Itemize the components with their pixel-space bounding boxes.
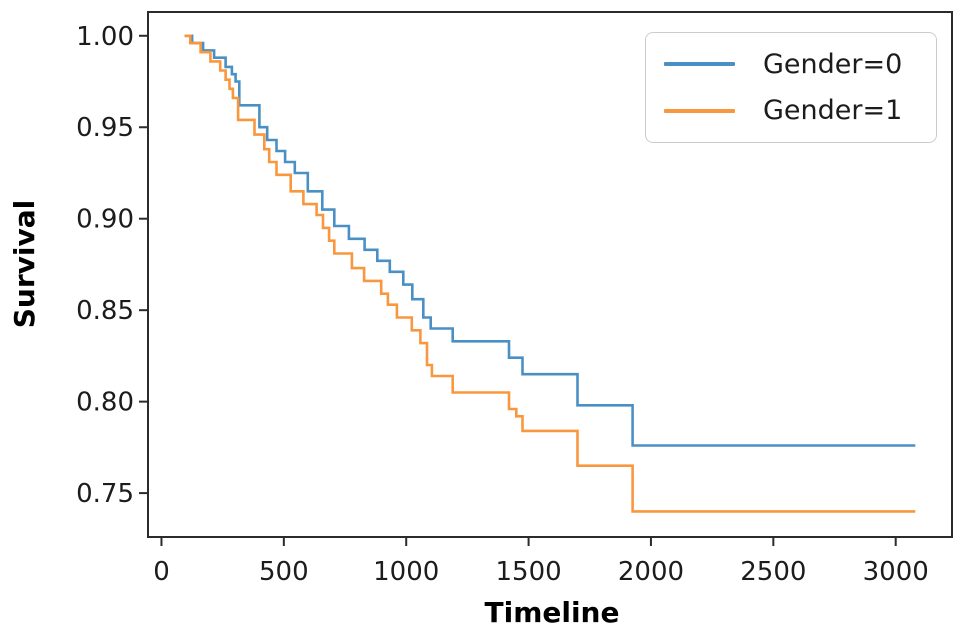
survival-curve-gender1 xyxy=(184,34,916,513)
gender1-line-swatch xyxy=(664,108,735,113)
survival-curve-gender0 xyxy=(184,34,916,447)
y-axis-label: Survival xyxy=(8,200,41,329)
y-tick-label: 0.75 xyxy=(76,479,134,509)
x-tick-label: 500 xyxy=(259,557,309,587)
y-tick-label: 0.90 xyxy=(76,205,134,235)
legend-item-gender1: Gender=1 xyxy=(664,95,918,126)
x-tick-label: 3000 xyxy=(863,557,929,587)
y-tick-label: 1.00 xyxy=(76,22,134,52)
x-tick-label: 1000 xyxy=(373,557,439,587)
gender0-line-swatch xyxy=(664,62,735,67)
plot-frame xyxy=(147,11,953,538)
legend-label-gender1: Gender=1 xyxy=(763,95,903,127)
y-tick-label: 0.85 xyxy=(76,296,134,326)
y-tick-label: 0.95 xyxy=(76,113,134,143)
legend-label-gender0: Gender=0 xyxy=(763,48,903,80)
x-axis-label: Timeline xyxy=(485,596,620,629)
legend: Gender=0 Gender=1 xyxy=(645,32,937,143)
legend-item-gender0: Gender=0 xyxy=(664,49,918,80)
x-tick-label: 0 xyxy=(153,557,170,587)
x-tick-label: 1500 xyxy=(495,557,561,587)
x-tick-label: 2000 xyxy=(618,557,684,587)
x-tick-label: 2500 xyxy=(740,557,806,587)
y-tick-label: 0.80 xyxy=(76,388,134,418)
